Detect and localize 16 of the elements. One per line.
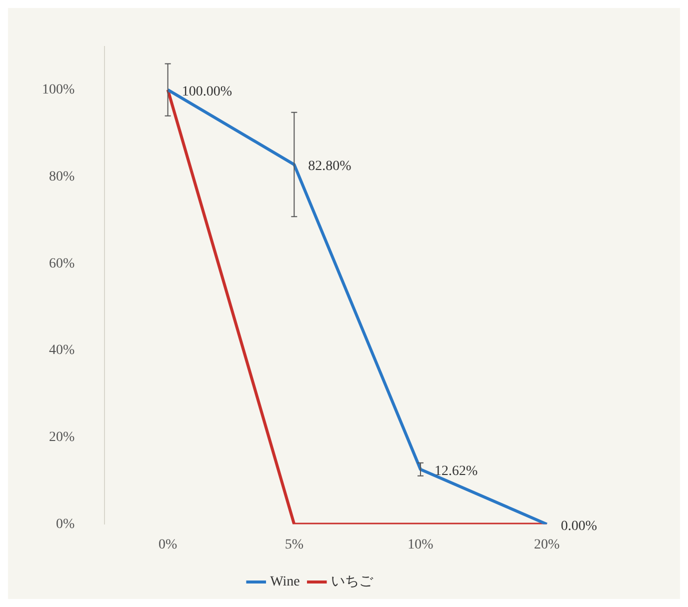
- y-tick-label: 0%: [56, 516, 75, 532]
- y-tick-label: 80%: [48, 169, 75, 184]
- x-tick-label: 0%: [158, 537, 178, 552]
- x-tick-label: 20%: [534, 537, 560, 552]
- y-tick-label: 40%: [48, 343, 75, 358]
- x-tick-label: 5%: [284, 537, 304, 552]
- data-label: 12.62%: [434, 464, 478, 480]
- y-tick-label: 60%: [48, 256, 75, 272]
- data-label: 82.80%: [308, 159, 352, 174]
- data-label: 100.00%: [182, 84, 232, 100]
- y-tick-label: 20%: [48, 430, 75, 445]
- legend-label: Wine: [270, 574, 300, 590]
- legend-label: いちご: [330, 574, 374, 590]
- x-tick-label: 10%: [408, 537, 434, 552]
- y-tick-label: 100%: [42, 82, 75, 98]
- data-label: 0.00%: [560, 518, 598, 534]
